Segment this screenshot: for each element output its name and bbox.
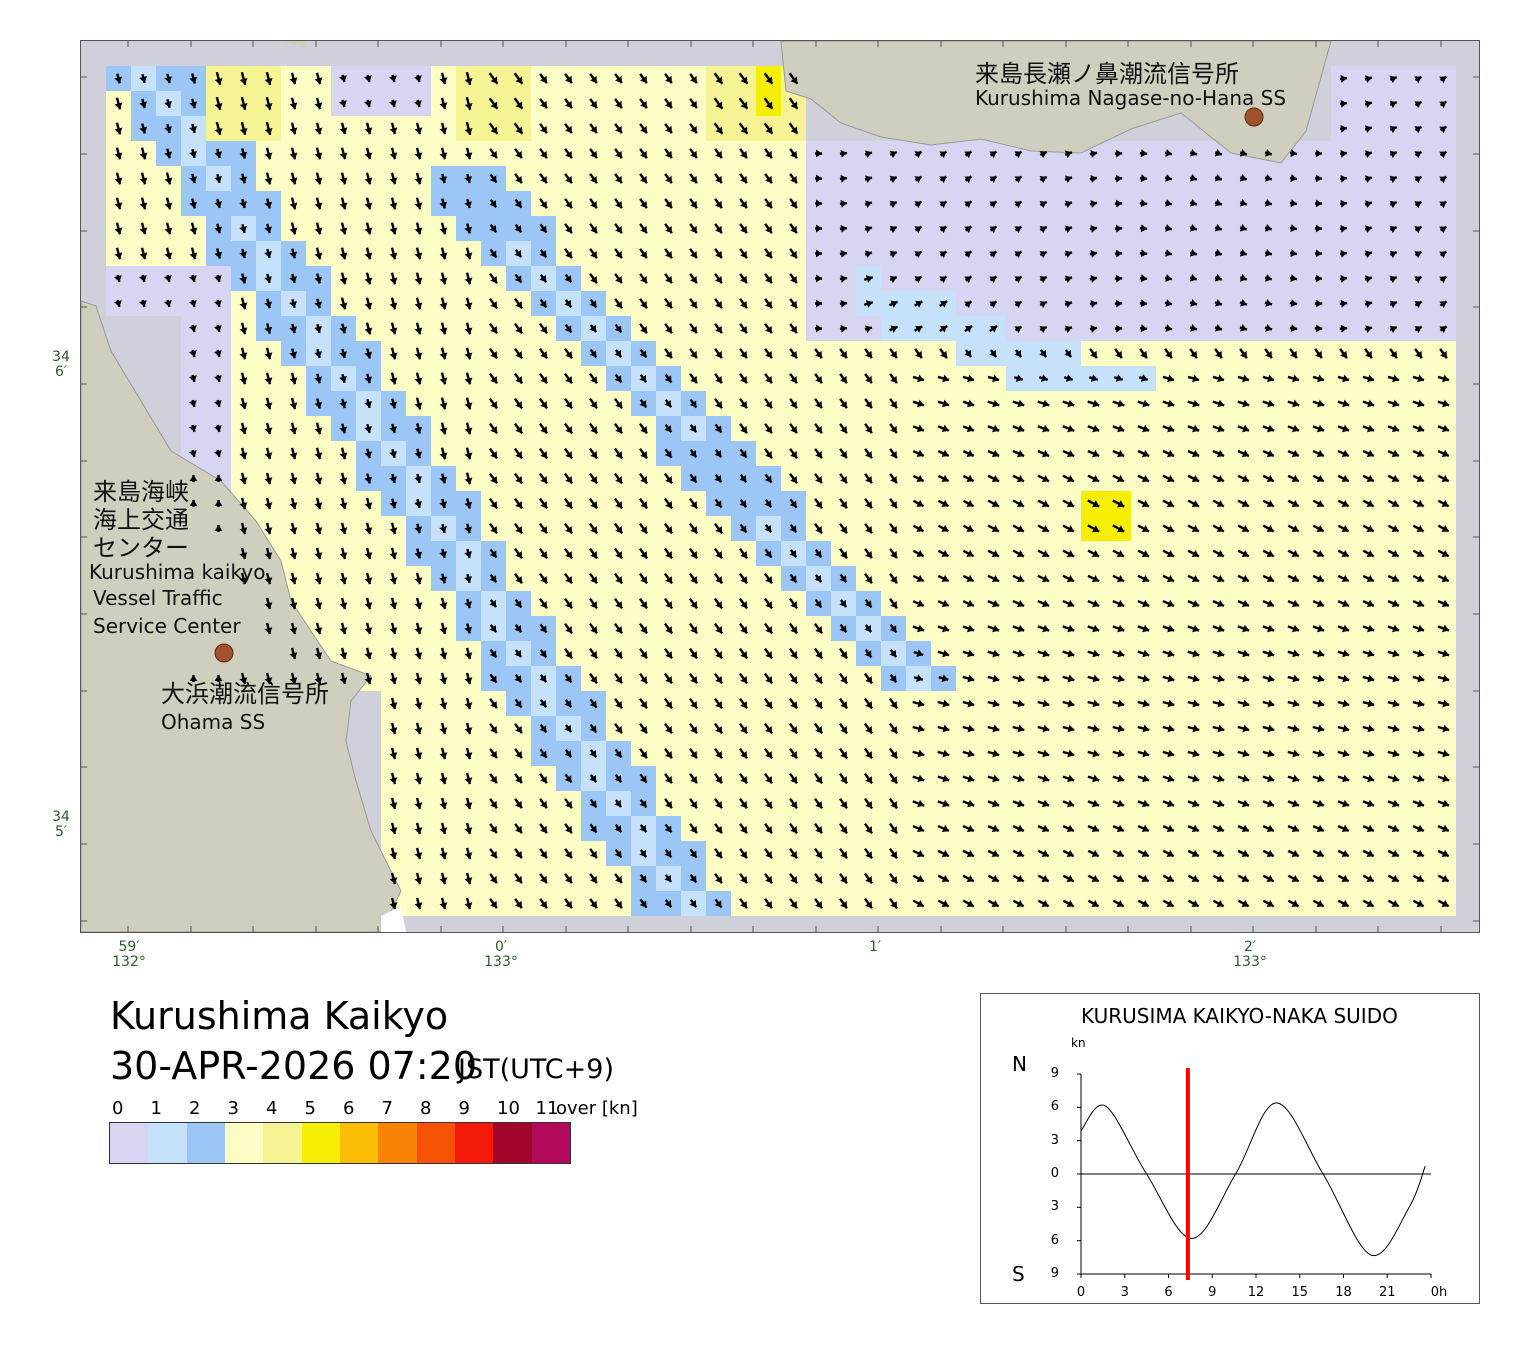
legend-swatch [454,1123,494,1163]
tide-y-tick-label: 6 [1050,1099,1059,1115]
tide-chart-svg [1077,1068,1432,1280]
legend-label: 0 [112,1098,124,1119]
south-label: S [1012,1262,1025,1286]
forecast-datetime: 30-APR-2026 07:20 [110,1044,478,1088]
legend-swatch [186,1123,225,1163]
legend-label: 2 [189,1098,201,1119]
legend-swatch [301,1123,340,1163]
timezone-label: JST(UTC+9) [458,1054,614,1085]
current-map [80,40,1480,933]
legend-swatch [263,1123,302,1163]
legend-label: 6 [343,1098,355,1119]
tide-x-tick-label: 0 [1076,1285,1086,1300]
tide-chart-unit: kn [1071,1036,1086,1050]
legend-label: 5 [304,1098,316,1119]
legend-swatch [110,1123,149,1163]
speed-legend-bar [109,1122,571,1164]
tide-y-tick-label: 0 [1050,1166,1059,1181]
nagase-station-marker [1244,107,1264,127]
vts-en-label-3: Service Center [93,614,241,638]
legend-swatch [148,1123,187,1163]
lat-label-6: 34 6′ [52,349,70,380]
nagase-station-jp-label: 来島長瀬ノ鼻潮流信号所 [975,60,1239,88]
ohama-station-marker [214,643,234,663]
legend-label: 7 [381,1098,393,1119]
lon-label-0: 0′ 133° [484,939,518,970]
vts-jp-label-3: センター [93,534,189,562]
tide-y-tick-label: 3 [1050,1132,1059,1148]
legend-swatch [531,1123,570,1163]
lon-label-1: 1′ [868,939,882,955]
current-map-svg [81,41,1479,932]
legend-swatch [416,1123,455,1163]
lat-label-5: 34 5′ [52,809,70,840]
area-title: Kurushima Kaikyo [110,994,449,1038]
legend-label: 8 [420,1098,432,1119]
north-label: N [1012,1052,1027,1076]
legend-swatch [493,1123,532,1163]
legend-label: 11 [535,1098,559,1119]
legend-over-label: over [kn] [556,1098,638,1119]
legend-swatch [378,1123,417,1163]
tide-y-tick-label: 3 [1050,1199,1059,1215]
lon-label-2: 2′ 133° [1233,939,1267,970]
tide-y-tick-label: 9 [1050,1266,1059,1281]
nagase-station-en-label: Kurushima Nagase-no-Hana SS [975,86,1287,110]
tide-chart-title: KURUSIMA KAIKYO-NAKA SUIDO [1081,1004,1398,1028]
tide-curve [1080,1102,1426,1256]
legend-swatch [339,1123,379,1163]
tide-y-tick-label: 6 [1050,1232,1059,1248]
lon-label-59: 59′ 132° [112,939,146,970]
vts-en-label-2: Vessel Traffic [93,586,223,610]
tidal-current-chart: KURUSIMA KAIKYO-NAKA SUIDO kn N S 9 6 3 0 3 6… [980,993,1480,1304]
tide-y-tick-label: 9 [1050,1066,1059,1081]
legend-label: 4 [266,1098,278,1119]
ohama-station-jp-label: 大浜潮流信号所 [161,680,329,708]
legend-label: 1 [150,1098,162,1119]
legend-label: 3 [227,1098,239,1119]
legend-swatch [224,1123,264,1163]
legend-label: 10 [497,1098,520,1119]
ohama-station-en-label: Ohama SS [161,710,266,734]
legend-label: 9 [458,1098,470,1119]
vts-en-label-1: Kurushima kaikyo [89,560,266,584]
